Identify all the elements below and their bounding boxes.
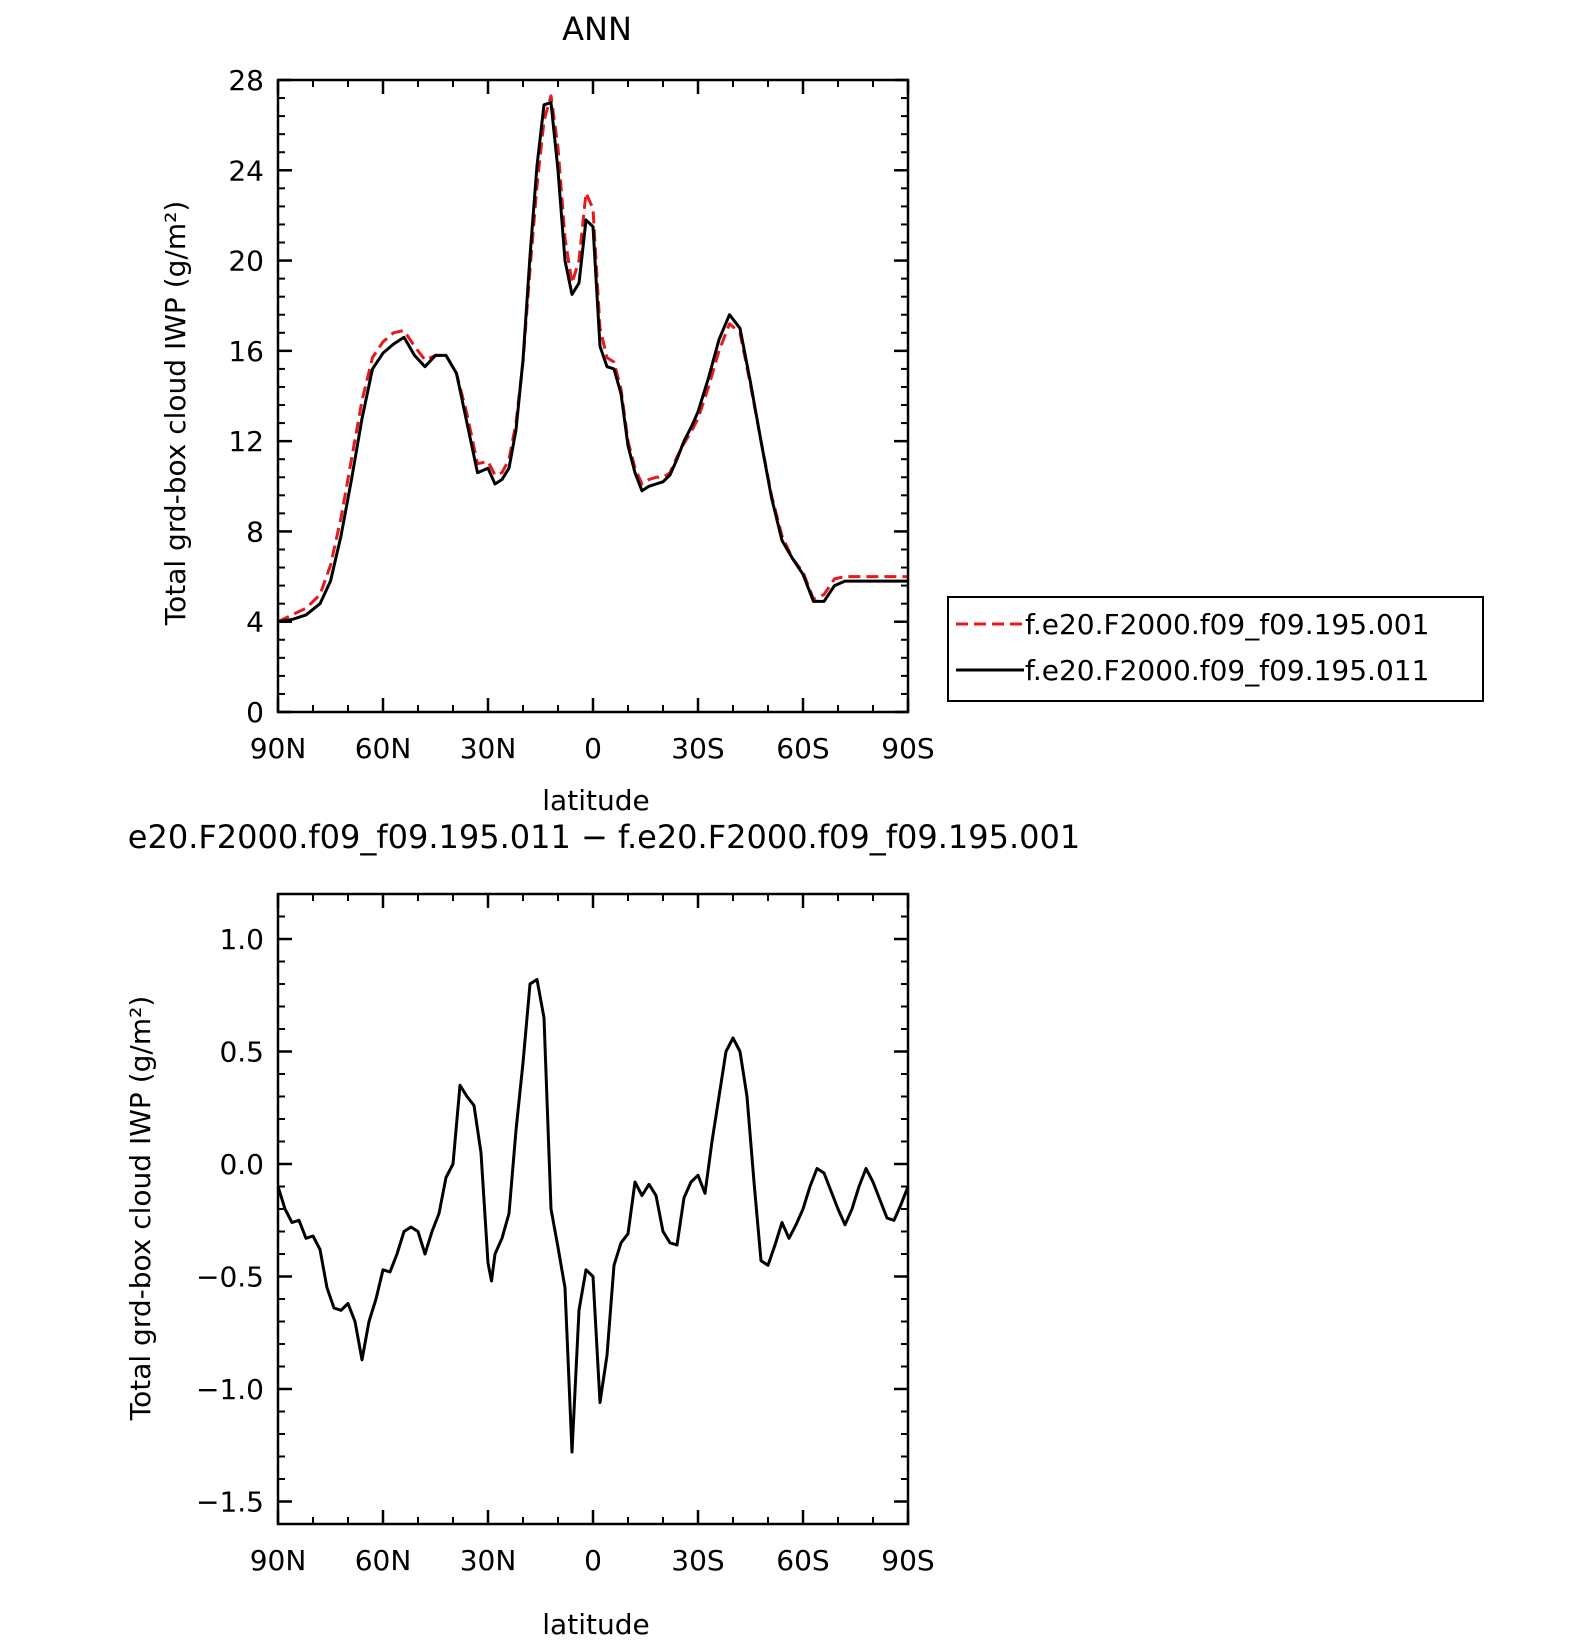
bottom-chart-ticks: 90N 60N 30N 0 30S 60S 90S −1.5 −1.0 −0.5 0.0 0.5 1.0: [196, 893, 935, 1577]
top-x-tick-label: 60N: [355, 732, 412, 765]
top-y-tick-label: 20: [228, 245, 264, 278]
bottom-y-tick-label: 0.0: [219, 1148, 264, 1181]
bottom-x-tick-label: 60N: [355, 1544, 412, 1577]
top-chart-title: ANN: [562, 10, 632, 48]
top-chart-ticks: 90N 60N 30N 0 30S 60S 90S 0 4 8 12 16 20 24 28: [228, 64, 934, 765]
legend-label-011: f.e20.F2000.f09_f09.195.011: [1025, 654, 1429, 687]
top-y-tick-label: 16: [228, 335, 264, 368]
bottom-series-line-0: [276, 978, 910, 1454]
bottom-x-tick-label: 90S: [881, 1544, 934, 1577]
top-chart: ANN latitude Total grd-box cloud IWP (g/…: [159, 10, 1484, 817]
top-series-line-0: [277, 94, 908, 624]
bottom-y-tick-label: 0.5: [219, 1036, 264, 1069]
top-x-tick-label: 30N: [460, 732, 517, 765]
top-y-tick-label: 24: [228, 154, 264, 187]
top-series-line-1: [277, 101, 908, 624]
top-x-tick-label: 90N: [250, 732, 307, 765]
top-chart-ylabel: Total grd-box cloud IWP (g/m²): [159, 201, 192, 626]
top-chart-legend: f.e20.F2000.f09_f09.195.001 f.e20.F2000.…: [947, 596, 1484, 702]
legend-box: [947, 596, 1484, 702]
top-chart-series: [277, 94, 908, 624]
bottom-x-tick-label: 30S: [671, 1544, 724, 1577]
top-y-tick-label: 0: [246, 696, 264, 729]
top-x-tick-label: 90S: [881, 732, 934, 765]
bottom-x-tick-label: 30N: [460, 1544, 517, 1577]
bottom-chart: e20.F2000.f09_f09.195.011 − f.e20.F2000.…: [124, 818, 1080, 1641]
bottom-chart-ylabel: Total grd-box cloud IWP (g/m²): [124, 996, 157, 1421]
top-chart-xlabel: latitude: [542, 784, 649, 817]
top-y-tick-label: 28: [228, 64, 264, 97]
top-y-tick-label: 12: [228, 425, 264, 458]
top-x-tick-label: 60S: [776, 732, 829, 765]
bottom-x-tick-label: 90N: [250, 1544, 307, 1577]
top-chart-frame: [276, 78, 910, 714]
top-x-tick-label: 0: [584, 732, 602, 765]
bottom-y-tick-label: 1.0: [219, 923, 264, 956]
bottom-y-tick-label: −1.5: [196, 1486, 264, 1519]
top-x-tick-label: 30S: [671, 732, 724, 765]
bottom-chart-xlabel: latitude: [542, 1608, 649, 1641]
bottom-x-tick-label: 0: [584, 1544, 602, 1577]
bottom-chart-frame: [276, 892, 910, 1526]
top-y-tick-label: 4: [246, 606, 264, 639]
top-y-tick-label: 8: [246, 515, 264, 548]
bottom-y-tick-label: −1.0: [196, 1373, 264, 1406]
legend-label-001: f.e20.F2000.f09_f09.195.001: [1025, 608, 1429, 641]
bottom-x-tick-label: 60S: [776, 1544, 829, 1577]
bottom-chart-title: e20.F2000.f09_f09.195.011 − f.e20.F2000.…: [128, 818, 1080, 856]
bottom-y-tick-label: −0.5: [196, 1261, 264, 1294]
bottom-chart-series: [276, 978, 910, 1454]
